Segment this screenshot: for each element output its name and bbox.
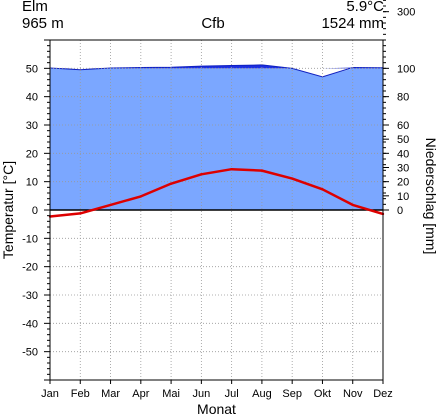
x-axis-tick-label: Sep (282, 388, 302, 400)
temperature-point (260, 169, 264, 172)
x-axis-tick-label: Jan (41, 388, 59, 400)
temperature-point (290, 177, 294, 180)
x-axis-tick-label: Aug (252, 388, 272, 400)
right-axis-tick-label: 50 (397, 134, 409, 146)
left-axis-tick-label: -10 (22, 233, 38, 245)
station-elevation: 965 m (22, 15, 64, 32)
right-axis-tick-label: 80 (397, 92, 409, 104)
right-axis-label: Niederschlag [mm] (423, 138, 439, 255)
temperature-point (351, 203, 354, 207)
x-axis-tick-label: Okt (314, 388, 331, 400)
temperature-point (139, 195, 143, 198)
temperature-point (230, 168, 233, 171)
temperature-point (321, 188, 324, 191)
x-axis-tick-label: Mar (101, 388, 120, 400)
left-axis-tick-label: 40 (26, 92, 38, 104)
left-axis-tick-label: 50 (26, 63, 38, 75)
mean-temperature: 5.9°C (346, 0, 384, 15)
right-axis-tick-label: 30 (397, 163, 409, 175)
left-axis-tick-label: -20 (22, 262, 38, 274)
right-axis-tick-label: 40 (397, 148, 409, 160)
left-axis-label: Temperatur [°C] (0, 161, 16, 259)
left-axis-tick-label: 0 (32, 205, 38, 217)
x-axis-tick-label: Apr (132, 388, 149, 400)
temperature-point (169, 182, 173, 185)
precipitation-area (50, 68, 383, 210)
left-axis-tick-label: -40 (22, 318, 38, 330)
annual-precipitation: 1524 mm (321, 15, 384, 32)
x-axis-tick-label: Nov (343, 388, 363, 400)
right-axis-tick-label: 0 (397, 205, 403, 217)
x-axis-label: Monat (197, 401, 236, 417)
right-axis-tick-label: 10 (397, 191, 409, 203)
x-axis-tick-label: Feb (71, 388, 90, 400)
right-axis-tick-label: 20 (397, 177, 409, 189)
temperature-point (200, 173, 203, 176)
temperature-point (79, 212, 82, 215)
left-axis-tick-label: 10 (26, 177, 38, 189)
precipitation-excess-area (50, 64, 383, 69)
station-name: Elm (22, 0, 48, 15)
right-axis-tick-label: 300 (397, 7, 415, 19)
right-axis-tick-label: 60 (397, 120, 409, 132)
climate-class: Cfb (201, 15, 225, 32)
left-axis-tick-label: 20 (26, 148, 38, 160)
x-axis-tick-label: Dez (373, 388, 393, 400)
left-axis-tick-label: -50 (22, 347, 38, 359)
right-axis-tick-label: 100 (397, 63, 415, 75)
left-axis-tick-label: -30 (22, 290, 38, 302)
temperature-line (49, 167, 384, 218)
temperature-point (109, 203, 112, 207)
x-axis-tick-label: Mai (162, 388, 180, 400)
precipitation-line (49, 64, 384, 78)
x-axis-tick-label: Jul (225, 388, 239, 400)
x-axis-tick-label: Jun (192, 388, 210, 400)
left-axis-tick-label: 30 (26, 120, 38, 132)
